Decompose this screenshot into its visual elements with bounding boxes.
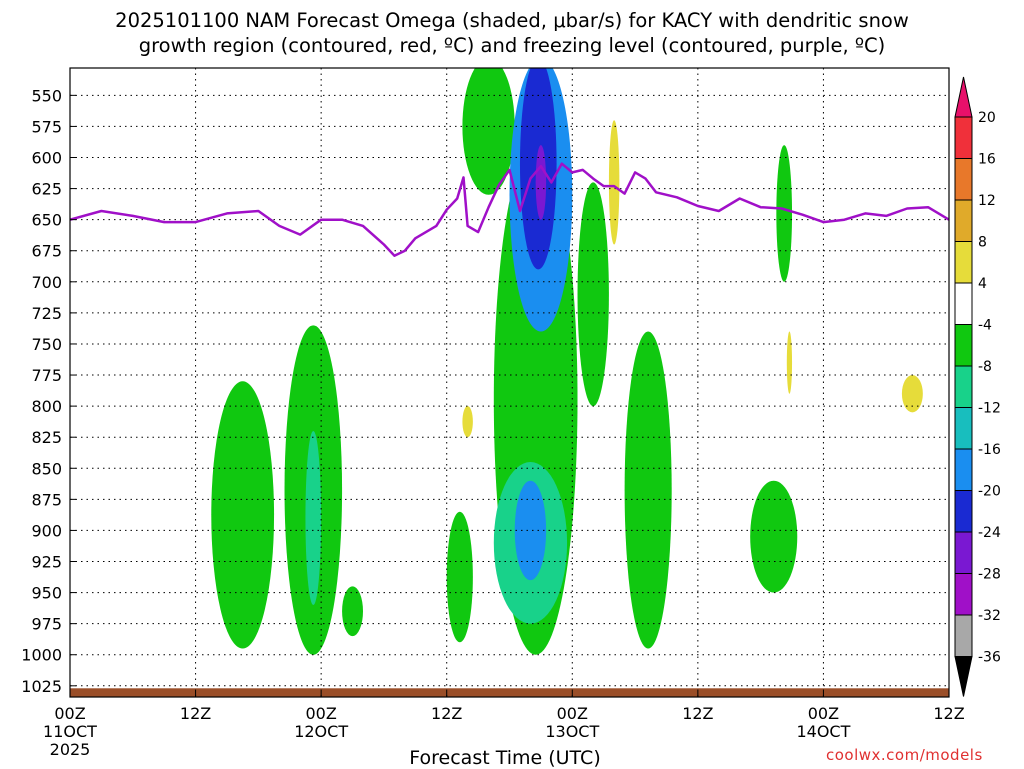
y-tick-label-625: 625 bbox=[31, 180, 62, 199]
y-tick-label-725: 725 bbox=[31, 304, 62, 323]
y-tick-label-650: 650 bbox=[31, 211, 62, 230]
colorbar-label-13: -36 bbox=[978, 650, 1001, 666]
omega-region-18 bbox=[462, 406, 473, 438]
colorbar-label-2: 12 bbox=[978, 193, 996, 209]
colorbar-segment-2 bbox=[954, 158, 973, 201]
x-tick-label-84-0: 12Z bbox=[933, 704, 964, 723]
omega-region-6 bbox=[462, 68, 515, 195]
x-tick-label-24-0: 00Z bbox=[305, 704, 336, 723]
omega-region-4 bbox=[446, 511, 473, 643]
y-axis-ticks: 550 575 600 625 650 675 700 725 750 775 800 825 850 8… bbox=[21, 86, 76, 696]
colorbar-segment-4 bbox=[954, 241, 973, 284]
freezing-level-line bbox=[70, 162, 949, 257]
colorbar-segment-11 bbox=[954, 531, 973, 574]
y-tick-label-875: 875 bbox=[31, 490, 62, 509]
colorbar-segment-12 bbox=[954, 573, 973, 616]
terrain-band bbox=[70, 688, 949, 697]
x-tick-label-72-1: 14OCT bbox=[796, 722, 850, 741]
grid-lines bbox=[70, 68, 949, 697]
colorbar-segment-6 bbox=[954, 324, 973, 367]
title-line-2: growth region (contoured, red, ºC) and f… bbox=[138, 34, 886, 57]
omega-region-11 bbox=[535, 145, 547, 220]
colorbar-segment-7 bbox=[954, 365, 973, 408]
omega-region-0 bbox=[211, 381, 275, 649]
freezing-level-contour bbox=[70, 162, 949, 257]
colorbar-label-3: 8 bbox=[978, 235, 987, 251]
colorbar-label-0: 20 bbox=[978, 110, 996, 126]
colorbar-label-8: -16 bbox=[978, 442, 1001, 458]
colorbar-label-12: -32 bbox=[978, 608, 1001, 624]
omega-region-19 bbox=[786, 331, 793, 394]
omega-region-17 bbox=[901, 375, 923, 413]
colorbar-segment-13 bbox=[954, 614, 973, 657]
x-axis-label: Forecast Time (UTC) bbox=[409, 747, 601, 769]
x-tick-label-48-0: 00Z bbox=[557, 704, 588, 723]
omega-region-15 bbox=[776, 145, 793, 282]
omega-region-8 bbox=[514, 480, 547, 581]
omega-region-2 bbox=[305, 430, 322, 606]
chart-title: 2025101100 NAM Forecast Omega (shaded, μ… bbox=[0, 8, 1024, 58]
colorbar-label-11: -28 bbox=[978, 567, 1001, 583]
x-tick-label-60-0: 12Z bbox=[682, 704, 713, 723]
credit-text: coolwx.com/models bbox=[826, 746, 983, 764]
colorbar-segment-9 bbox=[954, 448, 973, 491]
y-tick-label-600: 600 bbox=[31, 149, 62, 168]
title-line-1: 2025101100 NAM Forecast Omega (shaded, μ… bbox=[115, 9, 909, 32]
colorbar-segment-8 bbox=[954, 407, 973, 450]
colorbar-label-7: -12 bbox=[978, 401, 1001, 417]
y-tick-label-1000: 1000 bbox=[21, 646, 62, 665]
y-tick-label-550: 550 bbox=[31, 86, 62, 105]
colorbar-top-arrow bbox=[954, 76, 973, 118]
colorbar-label-1: 16 bbox=[978, 152, 996, 168]
x-tick-label-72-0: 00Z bbox=[808, 704, 839, 723]
colorbar-segment-3 bbox=[954, 199, 973, 242]
colorbar-label-5: -4 bbox=[978, 318, 992, 334]
colorbar-label-4: 4 bbox=[978, 276, 987, 292]
x-tick-label-24-1: 12OCT bbox=[294, 722, 348, 741]
omega-region-14 bbox=[750, 480, 798, 593]
omega-region-12 bbox=[577, 182, 609, 407]
colorbar-segment-10 bbox=[954, 490, 973, 533]
y-tick-label-800: 800 bbox=[31, 397, 62, 416]
x-tick-label-0-2: 2025 bbox=[50, 740, 91, 759]
y-tick-label-950: 950 bbox=[31, 584, 62, 603]
plot-frame bbox=[69, 67, 950, 698]
y-tick-label-700: 700 bbox=[31, 273, 62, 292]
x-tick-label-0-1: 11OCT bbox=[43, 722, 97, 741]
y-tick-label-750: 750 bbox=[31, 335, 62, 354]
omega-shading bbox=[211, 68, 923, 655]
y-tick-label-675: 675 bbox=[31, 242, 62, 261]
omega-region-3 bbox=[342, 586, 363, 637]
y-tick-label-825: 825 bbox=[31, 428, 62, 447]
y-tick-label-975: 975 bbox=[31, 615, 62, 634]
x-tick-label-36-0: 12Z bbox=[431, 704, 462, 723]
colorbar: 20 16 12 8 4 -4 -8 -12 -16 -20 -24 -28 -32 -36 bbox=[954, 76, 1001, 697]
omega-region-16 bbox=[608, 120, 620, 245]
colorbar-segment-5 bbox=[954, 282, 973, 325]
x-tick-label-0-0: 00Z bbox=[54, 704, 85, 723]
colorbar-label-9: -20 bbox=[978, 484, 1001, 500]
colorbar-bottom-arrow bbox=[954, 656, 973, 697]
y-tick-label-1025: 1025 bbox=[21, 677, 62, 696]
y-tick-label-900: 900 bbox=[31, 521, 62, 540]
y-tick-label-925: 925 bbox=[31, 553, 62, 572]
y-tick-label-850: 850 bbox=[31, 459, 62, 478]
colorbar-label-10: -24 bbox=[978, 525, 1001, 541]
x-tick-label-48-1: 13OCT bbox=[545, 722, 599, 741]
y-tick-label-575: 575 bbox=[31, 117, 62, 136]
y-tick-label-775: 775 bbox=[31, 366, 62, 385]
omega-region-13 bbox=[624, 331, 672, 649]
terrain-fill bbox=[70, 688, 949, 697]
x-tick-label-12-0: 12Z bbox=[180, 704, 211, 723]
colorbar-segment-1 bbox=[954, 116, 973, 159]
colorbar-label-6: -8 bbox=[978, 359, 992, 375]
